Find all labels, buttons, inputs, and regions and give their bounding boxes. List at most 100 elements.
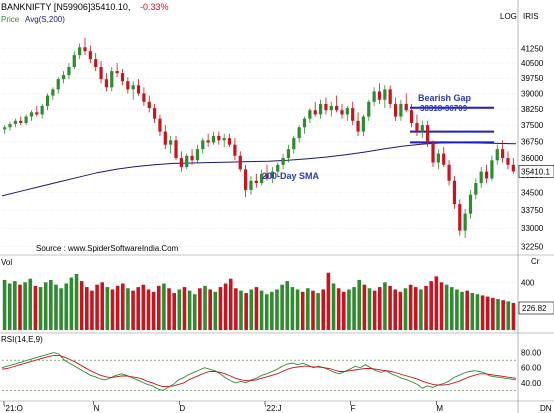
candle-body bbox=[35, 112, 39, 115]
candle-body bbox=[436, 153, 440, 163]
price-tick-label: 32250 bbox=[521, 243, 544, 252]
x-tick-label: F bbox=[351, 404, 356, 413]
candle-body bbox=[120, 73, 125, 82]
volume-bar bbox=[79, 281, 84, 330]
volume-bar bbox=[455, 289, 459, 330]
candle-body bbox=[244, 169, 248, 191]
volume-bar bbox=[203, 285, 207, 330]
volume-bar bbox=[475, 294, 480, 330]
candle-body bbox=[227, 138, 232, 145]
volume-bar bbox=[249, 289, 254, 330]
volume-bar bbox=[295, 289, 300, 330]
candle-body bbox=[126, 81, 130, 90]
sma-annotation: 200-Day SMA bbox=[262, 171, 320, 181]
volume-bar bbox=[213, 291, 218, 330]
change-percent: -0.33% bbox=[140, 2, 169, 12]
volume-bar bbox=[362, 284, 367, 330]
volume-bar bbox=[187, 290, 192, 330]
candle-body bbox=[324, 103, 328, 111]
volume-bar bbox=[377, 287, 382, 330]
rsi-lines bbox=[1, 352, 517, 391]
candle-body bbox=[345, 108, 349, 115]
volume-bar bbox=[465, 290, 469, 330]
volume-bar bbox=[444, 284, 449, 330]
candle-body bbox=[377, 91, 382, 100]
candle-body bbox=[249, 180, 253, 191]
candle-body bbox=[83, 47, 87, 52]
candle-body bbox=[495, 149, 499, 161]
volume-bars bbox=[2, 272, 516, 330]
x-tick-label: D bbox=[179, 404, 185, 413]
gap-annotation-range: 38318-36709 bbox=[420, 104, 468, 113]
candle-body bbox=[195, 149, 200, 161]
volume-bar bbox=[367, 288, 372, 330]
bearish-gap-lines bbox=[410, 106, 494, 144]
volume-bar bbox=[136, 287, 141, 330]
volume-bar bbox=[156, 285, 161, 330]
candle-body bbox=[431, 142, 435, 163]
volume-bar bbox=[54, 284, 58, 330]
iris-label: IRIS bbox=[523, 12, 539, 21]
candle-body bbox=[238, 155, 242, 170]
sma-200-layer bbox=[1, 141, 517, 197]
volume-bar bbox=[506, 301, 511, 330]
price-tick-label: 40500 bbox=[521, 59, 544, 68]
x-tick-label: N bbox=[94, 404, 100, 413]
candle-body bbox=[506, 158, 510, 165]
x-tick-label: '22:J bbox=[265, 404, 282, 413]
candle-body bbox=[8, 124, 12, 128]
candle-body bbox=[270, 171, 274, 179]
rsi-line bbox=[1, 352, 517, 391]
volume-bar bbox=[105, 287, 110, 330]
candle-body bbox=[447, 164, 451, 181]
candle-body bbox=[361, 116, 366, 132]
candle-body bbox=[131, 85, 135, 90]
candle-body bbox=[318, 103, 323, 115]
volume-bar bbox=[357, 279, 362, 330]
candle-body bbox=[329, 106, 333, 111]
price-tick-label: 33000 bbox=[521, 224, 544, 233]
volume-bar bbox=[172, 293, 176, 330]
volume-bar bbox=[342, 291, 346, 330]
candle-body bbox=[40, 106, 44, 115]
symbol-title: BANKNIFTY [N59906]35410.10, bbox=[1, 2, 130, 12]
candle-body bbox=[415, 122, 419, 132]
candle-body bbox=[13, 120, 17, 125]
gap-annotation-title: Bearish Gap bbox=[418, 93, 472, 103]
candle-body bbox=[217, 135, 221, 141]
candle-body bbox=[104, 79, 109, 88]
rsi-panel: RSI(14,E,9) 80.00 60.00 40.00 bbox=[1, 335, 542, 391]
volume-bar bbox=[182, 287, 187, 330]
candle-body bbox=[335, 106, 339, 111]
candle-body bbox=[51, 89, 55, 96]
volume-bar bbox=[192, 294, 197, 330]
candle-body bbox=[222, 138, 226, 141]
volume-bar bbox=[141, 284, 146, 330]
volume-bar bbox=[347, 289, 351, 330]
candle-body bbox=[302, 118, 307, 128]
price-tick-label: 39750 bbox=[521, 74, 544, 83]
candle-body bbox=[61, 75, 66, 80]
candle-body bbox=[490, 160, 494, 179]
price-tick-label: 36750 bbox=[521, 137, 544, 146]
candle-body bbox=[388, 89, 392, 104]
candle-body bbox=[115, 71, 119, 74]
candle-body bbox=[308, 110, 312, 119]
volume-bar bbox=[167, 288, 171, 330]
candle-body bbox=[340, 110, 344, 115]
candle-body bbox=[474, 183, 478, 195]
volume-bar bbox=[38, 287, 43, 330]
volume-bar bbox=[321, 289, 326, 330]
price-tick-label: 33750 bbox=[521, 206, 544, 215]
volume-bar bbox=[234, 288, 238, 330]
volume-bar bbox=[460, 291, 464, 330]
candle-body bbox=[501, 149, 505, 159]
volume-bar bbox=[264, 294, 269, 330]
volume-bar bbox=[13, 281, 17, 330]
volume-bar bbox=[393, 289, 398, 330]
volume-unit: Cr bbox=[531, 257, 540, 266]
candle-body bbox=[372, 91, 376, 102]
volume-bar bbox=[254, 287, 259, 330]
volume-bar bbox=[115, 285, 120, 330]
date-axis: '21:O N D '22:J F M bbox=[3, 401, 443, 413]
